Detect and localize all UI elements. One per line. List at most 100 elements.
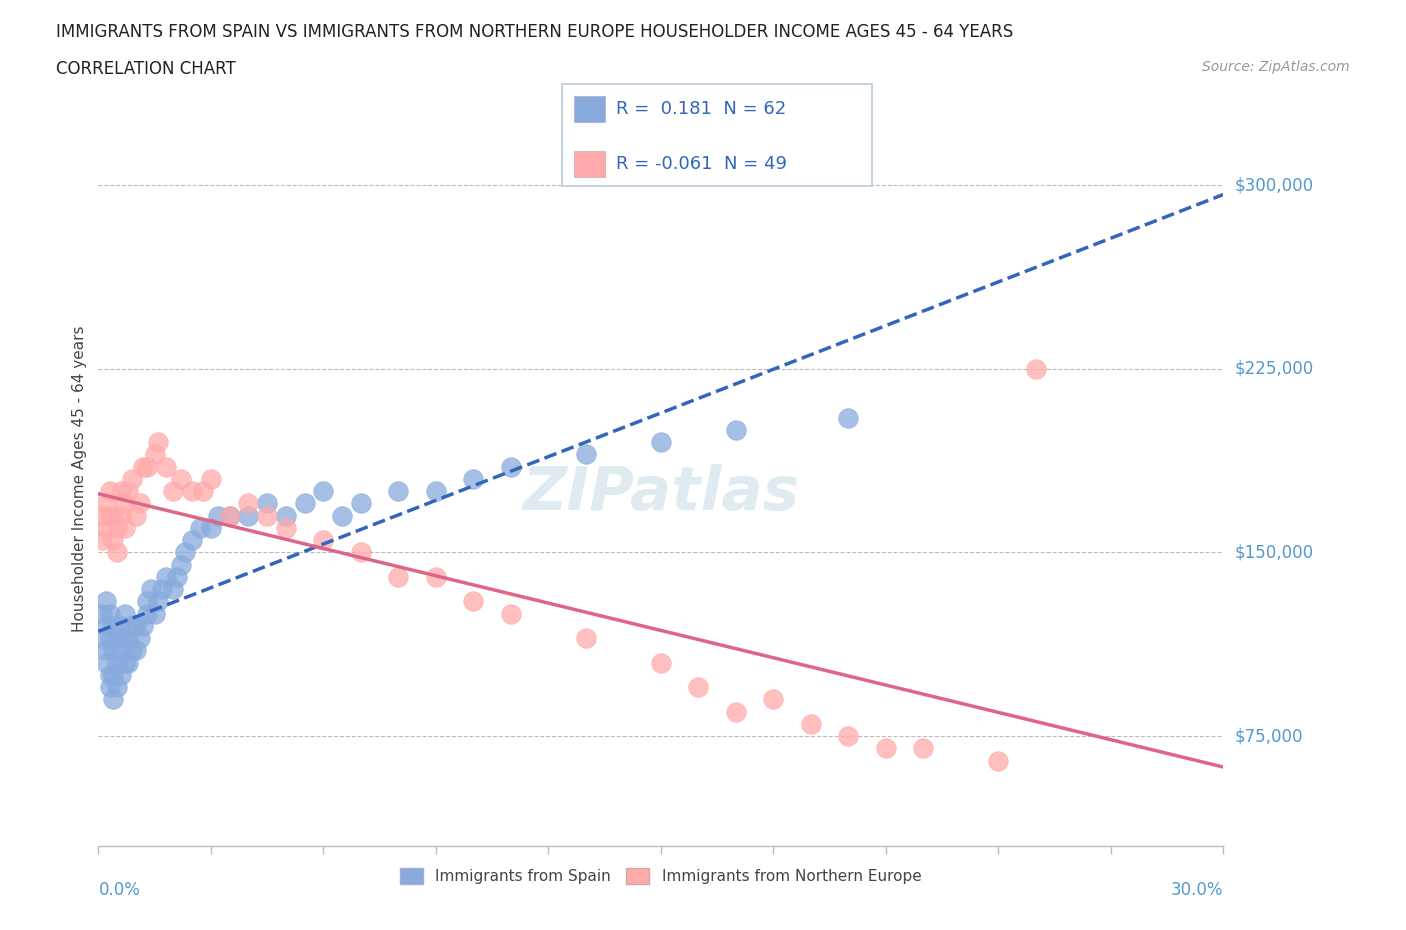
Point — [330, 508, 353, 523]
Text: $75,000: $75,000 — [1234, 727, 1303, 745]
Point — [105, 545, 128, 560]
Point — [94, 618, 117, 633]
Point — [132, 618, 155, 633]
Point — [136, 459, 159, 474]
Point — [91, 631, 114, 645]
Point — [148, 435, 170, 450]
Point — [200, 521, 222, 536]
Text: IMMIGRANTS FROM SPAIN VS IMMIGRANTS FROM NORTHERN EUROPE HOUSEHOLDER INCOME AGES: IMMIGRANTS FROM SPAIN VS IMMIGRANTS FROM… — [56, 23, 1014, 41]
Point — [103, 618, 125, 633]
Point — [350, 496, 373, 511]
Point — [103, 668, 125, 683]
Point — [114, 655, 136, 670]
Point — [200, 472, 222, 486]
Text: CORRELATION CHART: CORRELATION CHART — [56, 60, 236, 78]
Point — [98, 606, 121, 621]
Point — [150, 582, 173, 597]
Point — [125, 643, 148, 658]
Text: ZIPatlas: ZIPatlas — [522, 464, 800, 524]
Text: $225,000: $225,000 — [1234, 360, 1313, 378]
Point — [121, 643, 143, 658]
Point — [688, 680, 710, 695]
Point — [114, 496, 136, 511]
Point — [121, 618, 143, 633]
Point — [987, 753, 1010, 768]
Point — [103, 643, 125, 658]
Point — [218, 508, 240, 523]
Point — [499, 606, 522, 621]
Point — [94, 594, 117, 609]
Point — [162, 582, 184, 597]
Point — [136, 594, 159, 609]
Point — [110, 484, 132, 498]
Point — [207, 508, 229, 523]
Point — [575, 631, 598, 645]
Legend: Immigrants from Spain, Immigrants from Northern Europe: Immigrants from Spain, Immigrants from N… — [394, 862, 928, 890]
Point — [312, 484, 335, 498]
Point — [98, 631, 121, 645]
Point — [143, 606, 166, 621]
Point — [350, 545, 373, 560]
Point — [117, 655, 139, 670]
Point — [94, 643, 117, 658]
Point — [105, 631, 128, 645]
Point — [98, 680, 121, 695]
Y-axis label: Householder Income Ages 45 - 64 years: Householder Income Ages 45 - 64 years — [72, 326, 87, 632]
Point — [274, 508, 297, 523]
Point — [256, 496, 278, 511]
Point — [91, 508, 114, 523]
Point — [117, 484, 139, 498]
Point — [132, 459, 155, 474]
Point — [425, 484, 447, 498]
Point — [837, 410, 859, 425]
Point — [117, 631, 139, 645]
Point — [98, 508, 121, 523]
Point — [170, 472, 193, 486]
Point — [837, 729, 859, 744]
Point — [762, 692, 785, 707]
Point — [170, 557, 193, 572]
Point — [218, 508, 240, 523]
Point — [114, 631, 136, 645]
Point — [110, 668, 132, 683]
Point — [274, 521, 297, 536]
Point — [110, 643, 132, 658]
Point — [103, 508, 125, 523]
Point — [188, 521, 211, 536]
Point — [724, 422, 747, 437]
Point — [155, 569, 177, 584]
Point — [125, 508, 148, 523]
Point — [139, 582, 162, 597]
Point — [181, 484, 204, 498]
Point — [256, 508, 278, 523]
Point — [463, 472, 485, 486]
Point — [103, 692, 125, 707]
Point — [499, 459, 522, 474]
Point — [575, 447, 598, 462]
Point — [181, 533, 204, 548]
Point — [238, 496, 260, 511]
Point — [136, 606, 159, 621]
Point — [238, 508, 260, 523]
Point — [724, 704, 747, 719]
Point — [105, 680, 128, 695]
Point — [166, 569, 188, 584]
Text: 0.0%: 0.0% — [98, 881, 141, 899]
Point — [800, 716, 823, 731]
Point — [463, 594, 485, 609]
Point — [128, 631, 150, 645]
Point — [94, 655, 117, 670]
Point — [91, 533, 114, 548]
Point — [143, 447, 166, 462]
Point — [94, 496, 117, 511]
Point — [425, 569, 447, 584]
Point — [121, 472, 143, 486]
Point — [105, 655, 128, 670]
Point — [155, 459, 177, 474]
Text: R =  0.181  N = 62: R = 0.181 N = 62 — [616, 100, 786, 118]
Point — [162, 484, 184, 498]
Text: $150,000: $150,000 — [1234, 543, 1313, 562]
Text: Source: ZipAtlas.com: Source: ZipAtlas.com — [1202, 60, 1350, 74]
Point — [98, 668, 121, 683]
Point — [650, 655, 672, 670]
